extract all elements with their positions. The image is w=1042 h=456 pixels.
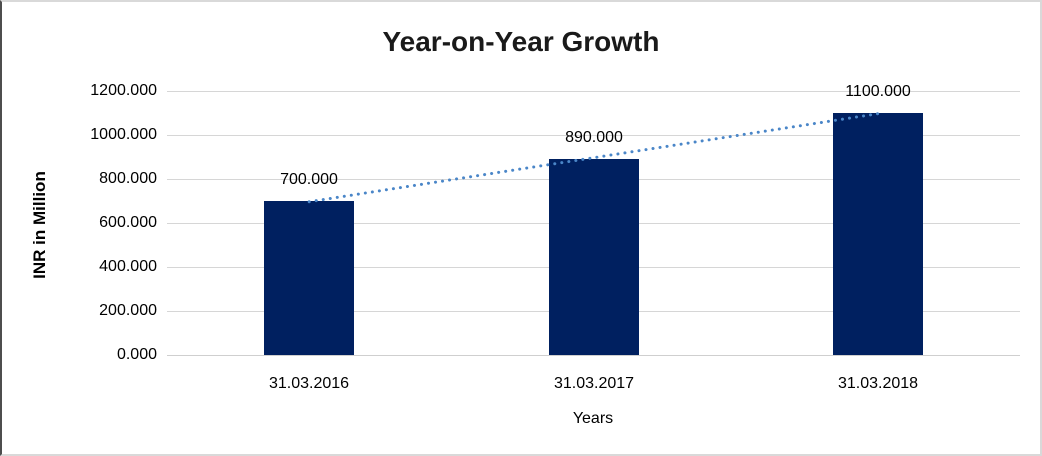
bar	[264, 201, 354, 355]
data-label: 700.000	[280, 171, 338, 188]
y-tick-label: 600.000	[99, 214, 157, 231]
data-label: 1100.000	[845, 83, 911, 100]
bar	[833, 113, 923, 355]
y-tick-label: 400.000	[99, 258, 157, 275]
chart-title: Year-on-Year Growth	[382, 26, 660, 57]
x-tick-label: 31.03.2017	[553, 375, 635, 392]
y-tick-label: 0.000	[116, 346, 157, 363]
data-label: 890.000	[565, 129, 623, 146]
y-tick-label: 800.000	[99, 170, 157, 187]
bar	[549, 159, 639, 355]
x-tick-label: 31.03.2016	[268, 375, 350, 392]
x-tick-label: 31.03.2018	[837, 375, 919, 392]
y-tick-label: 1200.000	[90, 82, 157, 99]
x-axis-line	[167, 355, 1020, 356]
y-tick-label: 1000.000	[90, 126, 157, 143]
gridline	[167, 91, 1020, 92]
x-axis-title: Years	[572, 410, 614, 427]
y-tick-label: 200.000	[99, 302, 157, 319]
